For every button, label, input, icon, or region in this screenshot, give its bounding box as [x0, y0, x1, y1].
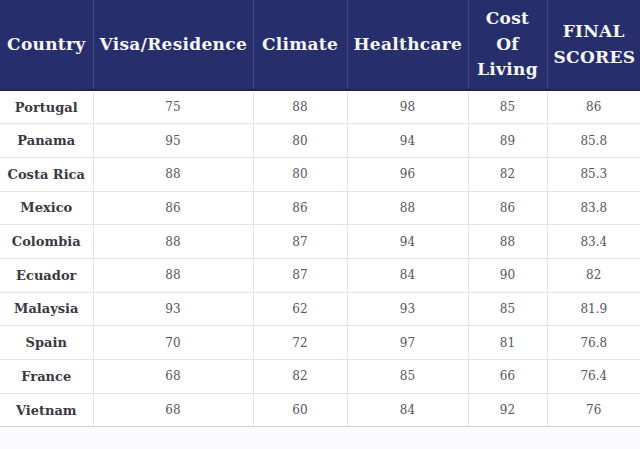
table-row: Vietnam 68 60 84 92 76: [0, 393, 640, 427]
header-cost-of-living: Cost Of Living: [468, 0, 547, 90]
table-row: Malaysia 93 62 93 85 81.9: [0, 292, 640, 326]
score-cell: 89: [468, 124, 547, 158]
score-cell: 86: [468, 191, 547, 225]
score-cell: 83.8: [547, 191, 640, 225]
header-healthcare: Healthcare: [347, 0, 468, 90]
header-country: Country: [0, 0, 93, 90]
score-cell: 60: [253, 393, 347, 427]
country-cell: Costa Rica: [0, 157, 93, 191]
country-cell: Colombia: [0, 225, 93, 259]
score-cell: 81: [468, 326, 547, 360]
score-cell: 86: [547, 90, 640, 124]
score-cell: 76: [547, 393, 640, 427]
header-row: Country Visa/Residence Climate Healthcar…: [0, 0, 640, 90]
score-cell: 88: [93, 157, 253, 191]
table-row: Ecuador 88 87 84 90 82: [0, 258, 640, 292]
country-cell: France: [0, 360, 93, 394]
score-cell: 68: [93, 360, 253, 394]
score-cell: 76.4: [547, 360, 640, 394]
score-cell: 94: [347, 124, 468, 158]
score-cell: 88: [347, 191, 468, 225]
score-cell: 86: [93, 191, 253, 225]
score-cell: 93: [93, 292, 253, 326]
score-cell: 68: [93, 393, 253, 427]
country-cell: Malaysia: [0, 292, 93, 326]
score-cell: 85: [468, 90, 547, 124]
country-cell: Ecuador: [0, 258, 93, 292]
score-cell: 85.3: [547, 157, 640, 191]
score-cell: 88: [93, 258, 253, 292]
score-cell: 90: [468, 258, 547, 292]
score-cell: 94: [347, 225, 468, 259]
score-cell: 62: [253, 292, 347, 326]
score-cell: 82: [253, 360, 347, 394]
table-row: Panama 95 80 94 89 85.8: [0, 124, 640, 158]
score-cell: 92: [468, 393, 547, 427]
table-row: Colombia 88 87 94 88 83.4: [0, 225, 640, 259]
score-cell: 85: [347, 360, 468, 394]
score-cell: 82: [468, 157, 547, 191]
score-cell: 80: [253, 157, 347, 191]
score-cell: 86: [253, 191, 347, 225]
score-cell: 85: [468, 292, 547, 326]
country-cell: Vietnam: [0, 393, 93, 427]
score-cell: 87: [253, 258, 347, 292]
score-cell: 88: [93, 225, 253, 259]
score-cell: 84: [347, 393, 468, 427]
score-cell: 98: [347, 90, 468, 124]
country-cell: Portugal: [0, 90, 93, 124]
score-cell: 82: [547, 258, 640, 292]
score-cell: 88: [253, 90, 347, 124]
score-cell: 66: [468, 360, 547, 394]
score-cell: 83.4: [547, 225, 640, 259]
score-cell: 96: [347, 157, 468, 191]
score-cell: 70: [93, 326, 253, 360]
score-cell: 81.9: [547, 292, 640, 326]
score-cell: 72: [253, 326, 347, 360]
table-row: Portugal 75 88 98 85 86: [0, 90, 640, 124]
country-cell: Mexico: [0, 191, 93, 225]
score-cell: 85.8: [547, 124, 640, 158]
country-cell: Panama: [0, 124, 93, 158]
header-final-scores: FINAL SCORES: [547, 0, 640, 90]
score-cell: 84: [347, 258, 468, 292]
score-cell: 88: [468, 225, 547, 259]
country-cell: Spain: [0, 326, 93, 360]
score-cell: 76.8: [547, 326, 640, 360]
header-climate: Climate: [253, 0, 347, 90]
score-cell: 80: [253, 124, 347, 158]
table-row: Costa Rica 88 80 96 82 85.3: [0, 157, 640, 191]
score-cell: 95: [93, 124, 253, 158]
header-visa-residence: Visa/Residence: [93, 0, 253, 90]
score-cell: 75: [93, 90, 253, 124]
score-cell: 87: [253, 225, 347, 259]
country-scores-table: Country Visa/Residence Climate Healthcar…: [0, 0, 640, 427]
table-body: Portugal 75 88 98 85 86 Panama 95 80 94 …: [0, 90, 640, 427]
score-cell: 97: [347, 326, 468, 360]
table-header: Country Visa/Residence Climate Healthcar…: [0, 0, 640, 90]
table-row: France 68 82 85 66 76.4: [0, 360, 640, 394]
table-row: Mexico 86 86 88 86 83.8: [0, 191, 640, 225]
table-row: Spain 70 72 97 81 76.8: [0, 326, 640, 360]
score-cell: 93: [347, 292, 468, 326]
